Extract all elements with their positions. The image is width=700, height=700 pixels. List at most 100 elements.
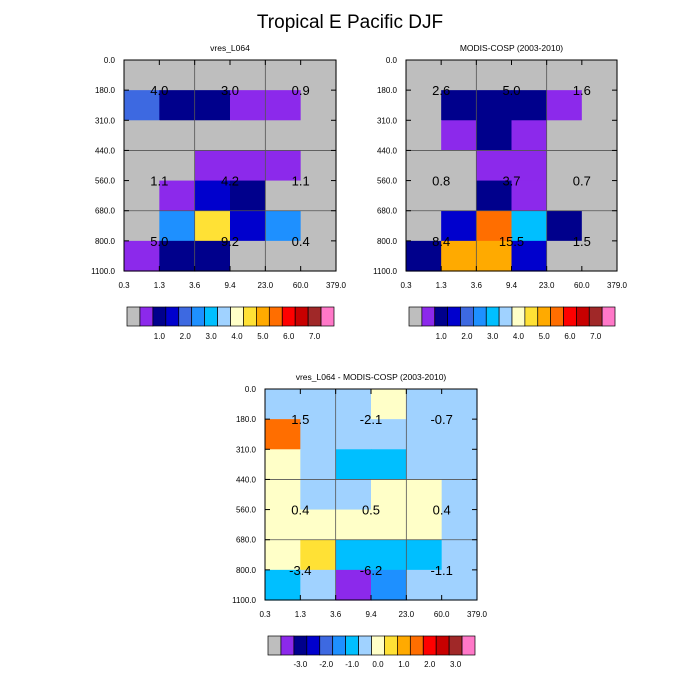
- heatmap-cell: [441, 60, 477, 91]
- y-tick-label: 1100.0: [373, 267, 397, 276]
- cell-value-label: 4.2: [221, 174, 239, 189]
- heatmap-cell: [476, 180, 513, 212]
- heatmap-cell: [300, 210, 337, 242]
- cell-value-label: 0.7: [573, 174, 591, 189]
- x-tick-label: 1.3: [154, 281, 166, 290]
- heatmap-cell: [441, 389, 478, 420]
- colorbar-swatch: [280, 635, 295, 656]
- x-tick-label: 379.0: [326, 281, 347, 290]
- cell-value-label: 1.5: [573, 234, 591, 249]
- heatmap-cell: [371, 389, 407, 420]
- heatmap-cell: [476, 240, 513, 272]
- colorbar-swatch: [408, 306, 423, 327]
- heatmap-cell: [441, 120, 477, 152]
- cell-value-label: 0.8: [432, 174, 450, 189]
- heatmap-cell: [194, 60, 231, 91]
- heatmap-cell: [265, 60, 302, 91]
- cell-value-label: 0.5: [362, 503, 380, 518]
- heatmap-cell: [441, 569, 478, 601]
- heatmap-cell: [406, 419, 443, 450]
- colorbar-swatch: [152, 306, 167, 327]
- colorbar-swatch: [448, 635, 463, 656]
- colorbar-swatch: [178, 306, 193, 327]
- heatmap-cell: [476, 90, 513, 121]
- heatmap-cell: [441, 150, 477, 182]
- heatmap-cell: [265, 120, 302, 152]
- x-tick-label: 60.0: [293, 281, 309, 290]
- y-tick-label: 680.0: [95, 207, 116, 216]
- cell-value-label: 0.4: [292, 234, 310, 249]
- cell-value-label: 4.0: [150, 83, 168, 98]
- heatmap-cell: [230, 150, 266, 182]
- heatmap-cell: [124, 240, 160, 272]
- colorbar-swatch: [165, 306, 180, 327]
- colorbar-swatch: [267, 635, 282, 656]
- heatmap-cell: [159, 240, 196, 272]
- heatmap-cell: [300, 90, 337, 121]
- cell-value-label: 3.7: [502, 174, 520, 189]
- x-tick-label: 1.3: [295, 610, 307, 619]
- heatmap-cell: [265, 150, 302, 182]
- heatmap-cell: [581, 90, 618, 121]
- x-tick-label: 3.6: [330, 610, 342, 619]
- colorbar-label: -2.0: [319, 660, 333, 669]
- heatmap-cell: [371, 539, 407, 571]
- y-tick-label: 0.0: [104, 56, 116, 65]
- heatmap-cell: [300, 539, 337, 571]
- y-tick-label: 1100.0: [91, 267, 115, 276]
- x-tick-label: 60.0: [574, 281, 590, 290]
- heatmap-cell: [124, 180, 160, 212]
- heatmap-cell: [265, 419, 301, 450]
- heatmap-cell: [194, 120, 231, 152]
- colorbar-label: 4.0: [513, 332, 525, 341]
- colorbar-label: 6.0: [564, 332, 576, 341]
- cell-value-label: 1.1: [150, 174, 168, 189]
- panel-title: vres_L064: [210, 43, 250, 53]
- colorbar-label: 3.0: [206, 332, 218, 341]
- heatmap-cell: [230, 240, 266, 272]
- heatmap-cell: [159, 60, 196, 91]
- cell-value-label: 2.6: [432, 83, 450, 98]
- heatmap-cell: [476, 150, 513, 182]
- heatmap-cell: [300, 180, 337, 212]
- heatmap-cell: [124, 90, 160, 121]
- x-tick-label: 1.3: [436, 281, 448, 290]
- figure-title: Tropical E Pacific DJF: [257, 12, 443, 33]
- colorbar-swatch: [204, 306, 218, 327]
- y-tick-label: 800.0: [95, 237, 116, 246]
- colorbar-swatch: [332, 635, 346, 656]
- heatmap-cell: [581, 180, 618, 212]
- y-tick-label: 440.0: [377, 146, 398, 155]
- heatmap-cell: [476, 210, 513, 242]
- heatmap-cell: [511, 240, 548, 272]
- colorbar-swatch: [537, 306, 551, 327]
- colorbar-swatch: [371, 635, 385, 656]
- heatmap-cell: [300, 419, 337, 450]
- heatmap-cell: [265, 509, 301, 541]
- heatmap-cell: [335, 539, 372, 571]
- colorbar-swatch: [307, 306, 322, 327]
- y-tick-label: 180.0: [95, 86, 116, 95]
- colorbar-label: 4.0: [231, 332, 243, 341]
- colorbar-label: 2.0: [180, 332, 192, 341]
- colorbar-label: -3.0: [293, 660, 307, 669]
- colorbar-swatch: [550, 306, 564, 327]
- x-tick-label: 0.3: [118, 281, 130, 290]
- heatmap-cell: [371, 479, 407, 511]
- heatmap-cell: [159, 90, 196, 121]
- colorbar-swatch: [563, 306, 577, 327]
- y-tick-label: 310.0: [236, 445, 257, 454]
- colorbar: -3.0 -2.0 -1.0 0.0 1.0 2.0 3.0: [267, 635, 476, 669]
- heatmap-cell: [441, 210, 477, 242]
- x-tick-label: 9.4: [224, 281, 236, 290]
- y-tick-label: 0.0: [386, 56, 398, 65]
- cell-value-label: -0.7: [430, 412, 452, 427]
- x-tick-label: 9.4: [506, 281, 518, 290]
- heatmap-cell: [265, 449, 301, 481]
- heatmap-cell: [124, 210, 160, 242]
- colorbar-label: 2.0: [461, 332, 473, 341]
- heatmap-cell: [581, 210, 618, 242]
- colorbar-swatch: [384, 635, 398, 656]
- heatmap-cell: [441, 479, 478, 511]
